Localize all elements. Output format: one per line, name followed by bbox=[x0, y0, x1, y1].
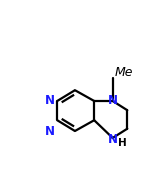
Text: N: N bbox=[45, 125, 55, 137]
Text: H: H bbox=[117, 138, 126, 148]
Text: Me: Me bbox=[115, 66, 133, 79]
Text: N: N bbox=[108, 133, 118, 146]
Text: N: N bbox=[108, 94, 118, 108]
Text: N: N bbox=[45, 94, 55, 108]
